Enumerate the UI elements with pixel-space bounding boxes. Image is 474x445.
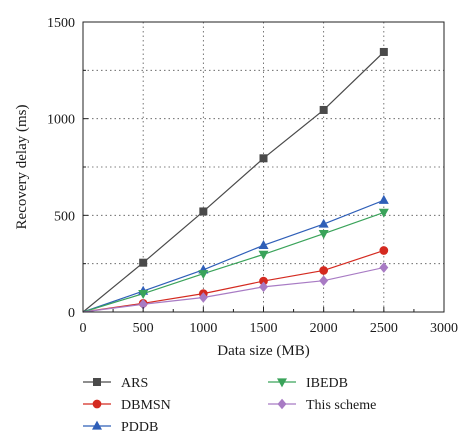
data-point-ibedb — [378, 208, 389, 218]
legend-label-dbmsn: DBMSN — [121, 398, 171, 413]
grid-lines — [83, 22, 444, 312]
legend-marker-this-scheme — [277, 398, 287, 410]
data-point-ars — [319, 105, 328, 114]
data-point-ars — [259, 154, 268, 163]
data-point-this-scheme — [379, 262, 389, 273]
y-tick-label: 1000 — [47, 113, 75, 128]
data-point-ars — [139, 258, 148, 267]
series-line-dbmsn — [82, 249, 385, 313]
data-point-ars — [379, 47, 388, 56]
data-point-ibedb — [138, 289, 149, 299]
y-tick-label: 1500 — [47, 16, 75, 31]
series-line-ars — [82, 51, 385, 313]
x-tick-label: 0 — [80, 321, 87, 336]
series-line-pddb — [82, 199, 385, 313]
series-line-this-scheme — [82, 266, 384, 313]
legend-label-ars: ARS — [121, 376, 148, 391]
legend-marker-dbmsn — [92, 399, 102, 409]
y-axis-label: Recovery delay (ms) — [14, 105, 30, 230]
legend-marker-ibedb — [276, 378, 288, 388]
legend-marker-pddb — [91, 420, 103, 430]
x-tick-label: 1500 — [250, 321, 278, 336]
x-tick-label: 2500 — [370, 321, 398, 336]
data-point-dbmsn — [379, 246, 389, 255]
x-tick-label: 3000 — [430, 321, 458, 336]
legend-marker-ars — [93, 377, 102, 386]
data-point-this-scheme — [319, 275, 329, 286]
legend-label-ibedb: IBEDB — [306, 376, 348, 391]
y-tick-label: 0 — [68, 306, 75, 321]
series-markers — [138, 47, 389, 310]
data-point-ibedb — [318, 230, 329, 240]
data-point-this-scheme — [198, 292, 208, 303]
data-point-this-scheme — [259, 281, 268, 293]
data-point-ibedb — [258, 250, 269, 260]
axis-ticks: 0 500 1000 1500 2000 2500 3000 0 500 1000 1500 — [47, 16, 458, 336]
legend-label-pddb: PDDB — [121, 420, 158, 435]
x-axis-label: Data size (MB) — [217, 343, 309, 359]
data-point-pddb — [258, 239, 269, 249]
x-tick-label: 500 — [133, 321, 154, 336]
data-point-ars — [199, 207, 208, 216]
legend: ARS DBMSN PDDB IBEDB This scheme — [83, 376, 376, 435]
y-tick-label: 500 — [54, 209, 75, 224]
data-point-pddb — [378, 194, 389, 204]
series-lines — [82, 51, 385, 313]
data-point-dbmsn — [319, 266, 329, 275]
data-point-pddb — [318, 218, 329, 228]
x-tick-label: 2000 — [310, 321, 338, 336]
x-tick-label: 1000 — [189, 321, 217, 336]
series-line-ibedb — [82, 211, 385, 313]
legend-label-this-scheme: This scheme — [306, 398, 376, 413]
data-point-ibedb — [198, 270, 209, 280]
